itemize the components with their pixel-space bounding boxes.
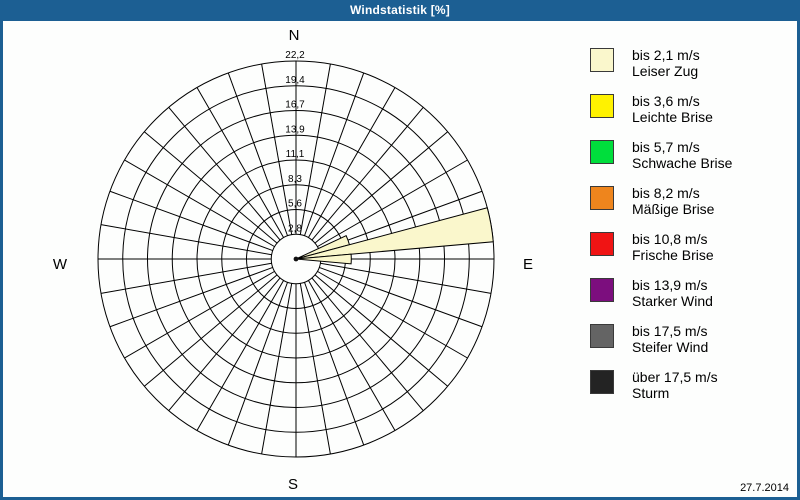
- legend-speed-label: bis 10,8 m/s: [632, 231, 708, 247]
- wind-wedge: [295, 207, 494, 260]
- grid-sector-line: [320, 262, 492, 294]
- grid-sector-line: [299, 283, 331, 455]
- legend-class-name: Schwache Brise: [632, 155, 733, 171]
- legend-item-label: bis 17,5 m/s Steifer Wind: [632, 323, 708, 355]
- legend-item-label: bis 3,6 m/s Leichte Brise: [632, 93, 713, 125]
- grid-sector-line: [303, 72, 365, 236]
- grid-sector-line: [303, 282, 365, 446]
- legend-speed-label: über 17,5 m/s: [632, 369, 718, 385]
- grid-sector-line: [144, 274, 278, 387]
- ring-value-label: 5,6: [288, 199, 302, 210]
- legend-item-label: bis 10,8 m/s Frische Brise: [632, 231, 714, 263]
- grid-sector-line: [261, 283, 293, 455]
- legend-color-swatch: [590, 232, 614, 256]
- ring-value-label: 19,4: [285, 75, 305, 86]
- legend-item-label: bis 13,9 m/s Starker Wind: [632, 277, 713, 309]
- grid-sector-line: [307, 87, 396, 238]
- wind-wedge: [295, 253, 352, 265]
- grid-sector-line: [311, 277, 424, 411]
- grid-sector-line: [307, 280, 396, 431]
- grid-sector-line: [100, 262, 272, 294]
- grid-sector-line: [109, 266, 273, 328]
- ring-value-label: 2,8: [288, 223, 302, 234]
- legend-color-swatch: [590, 186, 614, 210]
- grid-sector-line: [168, 277, 281, 411]
- legend-color-swatch: [590, 48, 614, 72]
- grid-sector-line: [299, 63, 331, 235]
- ring-value-label: 8,3: [288, 174, 302, 185]
- legend-color-swatch: [590, 324, 614, 348]
- compass-label-north: N: [288, 27, 300, 44]
- legend-item-label: bis 5,7 m/s Schwache Brise: [632, 139, 732, 171]
- legend-color-swatch: [590, 278, 614, 302]
- grid-sector-line: [144, 131, 278, 244]
- window-title: Windstatistik [%]: [350, 3, 450, 17]
- compass-label-east: E: [522, 256, 533, 273]
- grid-sector-line: [124, 159, 275, 248]
- grid-sector-line: [196, 280, 285, 431]
- grid-sector-line: [100, 224, 272, 256]
- grid-sector-line: [317, 270, 468, 359]
- title-bar: Windstatistik [%]: [3, 0, 797, 21]
- legend-item-label: bis 2,1 m/s Leiser Zug: [632, 47, 700, 79]
- grid-sector-line: [227, 282, 289, 446]
- grid-sector-line: [314, 131, 448, 244]
- legend-color-swatch: [590, 140, 614, 164]
- grid-sector-line: [261, 63, 293, 235]
- legend-item-label: bis 8,2 m/s Mäßige Brise: [632, 185, 714, 217]
- legend-speed-label: bis 2,1 m/s: [632, 47, 700, 63]
- center-dot: [293, 256, 299, 262]
- compass-label-south: S: [287, 476, 298, 493]
- legend-class-name: Mäßige Brise: [632, 201, 715, 217]
- legend-speed-label: bis 13,9 m/s: [632, 277, 708, 293]
- legend-class-name: Frische Brise: [632, 247, 714, 263]
- legend-speed-label: bis 17,5 m/s: [632, 323, 708, 339]
- ring-value-label: 22,2: [285, 50, 305, 61]
- legend-class-name: Sturm: [632, 385, 670, 401]
- legend-speed-label: bis 3,6 m/s: [632, 93, 700, 109]
- legend-class-name: Starker Wind: [632, 293, 713, 309]
- grid-sector-line: [168, 107, 281, 241]
- grid-sector-line: [314, 274, 448, 387]
- grid-sector-line: [109, 190, 273, 252]
- legend-color-swatch: [590, 94, 614, 118]
- grid-sector-line: [317, 159, 468, 248]
- date-stamp: 27.7.2014: [740, 482, 789, 494]
- grid-sector-line: [124, 270, 275, 359]
- compass-label-west: W: [52, 256, 68, 273]
- ring-value-label: 16,7: [285, 100, 305, 111]
- ring-value-label: 11,1: [286, 149, 305, 160]
- legend-speed-label: bis 5,7 m/s: [632, 139, 700, 155]
- legend-class-name: Leichte Brise: [632, 109, 713, 125]
- legend-class-name: Steifer Wind: [632, 339, 709, 355]
- ring-value-label: 13,9: [285, 124, 305, 135]
- legend-item-label: über 17,5 m/s Sturm: [632, 369, 718, 401]
- grid-sector-line: [311, 107, 424, 241]
- legend-color-swatch: [590, 370, 614, 394]
- legend-class-name: Leiser Zug: [632, 63, 699, 79]
- grid-sector-line: [227, 72, 289, 236]
- grid-sector-line: [319, 266, 483, 328]
- grid-sector-line: [196, 87, 285, 238]
- legend-speed-label: bis 8,2 m/s: [632, 185, 700, 201]
